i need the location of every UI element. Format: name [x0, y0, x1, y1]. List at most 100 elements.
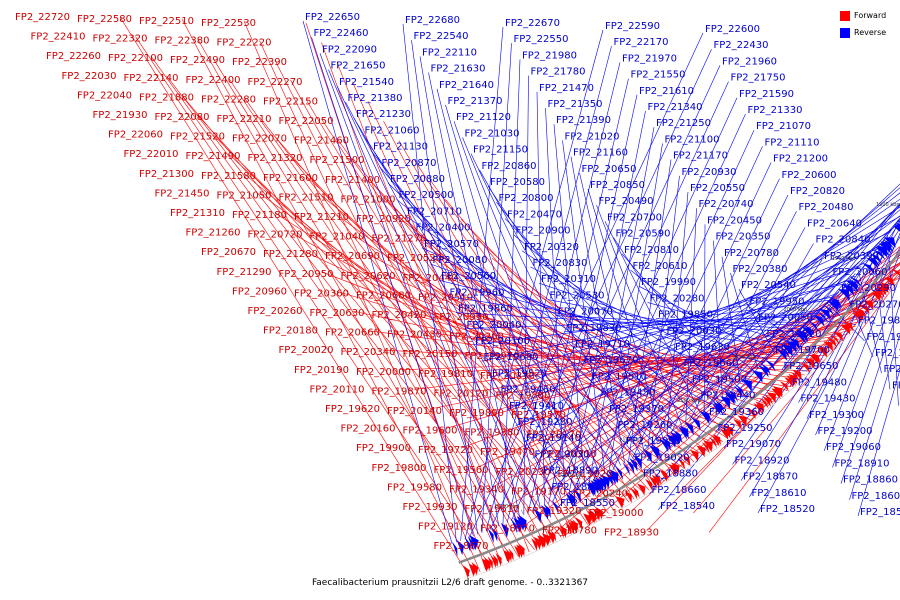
reverse-gene-label: FP2_21610 [639, 86, 694, 97]
reverse-gene-label: FP2_20080 [433, 255, 488, 266]
reverse-gene-arrow [897, 220, 900, 223]
reverse-gene-label: FP2_22680 [405, 15, 460, 26]
forward-leader-line [181, 18, 475, 575]
reverse-leader-line [447, 296, 782, 348]
forward-gene-label: FP2_21580 [201, 171, 256, 182]
forward-gene-arrow [708, 436, 718, 449]
reverse-gene-label: FP2_21130 [373, 142, 428, 153]
forward-gene-label: FP2_20330 [480, 371, 535, 382]
forward-gene-label: FP2_22580 [77, 14, 132, 25]
forward-gene-label: FP2_20950 [279, 269, 334, 280]
forward-gene-label: FP2_20420 [372, 310, 427, 321]
forward-gene-label: FP2_20990 [434, 312, 489, 323]
forward-leader-line [367, 177, 650, 491]
reverse-gene-label: FP2_19690 [875, 348, 900, 359]
reverse-gene-label: FP2_18860 [843, 475, 898, 486]
reverse-gene-label: FP2_19950 [750, 296, 805, 307]
forward-gene-arrow [487, 556, 493, 570]
forward-leader-line [445, 351, 814, 368]
reverse-gene-label: FP2_21960 [722, 56, 777, 67]
reverse-gene-label: FP2_21200 [773, 154, 828, 165]
reverse-leader-line [713, 240, 723, 397]
forward-gene-arrow [805, 358, 815, 369]
reverse-gene-arrow [894, 224, 900, 229]
reverse-leader-line [489, 266, 862, 378]
reverse-leader-line [336, 85, 537, 510]
reverse-gene-label: FP2_19060 [826, 442, 881, 453]
reverse-gene-label: FP2_20810 [624, 245, 679, 256]
reverse-gene-label: FP2_22650 [305, 12, 360, 23]
reverse-gene-label: FP2_19280 [518, 417, 573, 428]
reverse-leader-line [842, 286, 874, 358]
reverse-leader-line [464, 315, 815, 330]
reverse-gene-arrow [758, 365, 769, 378]
forward-gene-label: FP2_20720 [248, 230, 303, 241]
forward-gene-arrow [508, 547, 514, 561]
forward-gene-arrow [615, 496, 625, 509]
forward-leader-line [538, 246, 900, 547]
forward-gene-arrow [492, 554, 498, 568]
reverse-gene-label: FP2_20850 [590, 180, 645, 191]
forward-gene-label: FP2_20360 [294, 288, 349, 299]
forward-gene-label: FP2_20230 [496, 467, 551, 478]
reverse-gene-label: FP2_21370 [448, 96, 503, 107]
reverse-gene-label: FP2_19020 [635, 452, 690, 463]
forward-leader-line [197, 114, 578, 531]
reverse-gene-label: FP2_19630 [675, 342, 730, 353]
forward-leader-line [429, 332, 797, 384]
reverse-leader-line [445, 104, 562, 498]
forward-gene-arrow [484, 557, 492, 571]
reverse-gene-label: FP2_20050 [758, 313, 813, 324]
forward-gene-label: FP2_22150 [263, 96, 318, 107]
forward-gene-label: FP2_22260 [46, 51, 101, 62]
forward-gene-arrow [733, 418, 742, 431]
reverse-gene-arrow [573, 488, 582, 504]
forward-gene-label: FP2_22280 [201, 94, 256, 105]
forward-leader-line [522, 297, 770, 406]
reverse-gene-label: FP2_19990 [641, 277, 696, 288]
reverse-gene-arrow [487, 528, 494, 544]
forward-gene-label: FP2_19610 [465, 504, 520, 515]
forward-gene-label: FP2_20430 [387, 330, 442, 341]
forward-gene-label: FP2_22060 [108, 130, 163, 141]
reverse-gene-label: FP2_18600 [852, 491, 900, 502]
reverse-gene-label: FP2_18870 [743, 472, 798, 483]
forward-gene-arrow [874, 288, 885, 298]
forward-gene-label: FP2_18970 [480, 524, 535, 535]
forward-leader-line [305, 99, 567, 536]
kbp-label: 2150 kbp [619, 438, 643, 444]
reverse-leader-line [608, 143, 663, 473]
reverse-leader-line [479, 169, 641, 454]
reverse-leader-line [552, 97, 738, 502]
forward-leader-line [507, 299, 880, 431]
reverse-gene-label: FP2_19070 [726, 439, 781, 450]
forward-gene-label: FP2_20960 [232, 286, 287, 297]
reverse-gene-label: FP2_19860 [458, 304, 513, 315]
forward-gene-arrow [703, 440, 713, 453]
forward-gene-label: FP2_20210 [542, 449, 597, 460]
forward-gene-label: FP2_19340 [449, 484, 504, 495]
forward-gene-arrow [572, 518, 579, 532]
reverse-leader-line [651, 178, 780, 447]
forward-leader-line [135, 36, 492, 568]
kbp-tick [757, 360, 761, 364]
reverse-gene-label: FP2_19410 [509, 401, 564, 412]
reverse-gene-label: FP2_21630 [431, 64, 486, 75]
forward-gene-arrow [514, 545, 521, 559]
forward-gene-label: FP2_19560 [434, 465, 489, 476]
kbp-label: 2250 kbp [496, 504, 520, 510]
forward-gene-label: FP2_22040 [77, 90, 132, 101]
reverse-gene-arrow [622, 462, 631, 476]
reverse-gene-label: FP2_18890 [543, 466, 598, 477]
forward-gene-arrow [773, 386, 783, 398]
reverse-leader-line [815, 232, 900, 436]
reverse-leader-line [549, 187, 900, 492]
reverse-gene-arrow [565, 493, 573, 508]
forward-gene-label: FP2_20630 [310, 308, 365, 319]
forward-gene-arrow [637, 483, 646, 496]
forward-gene-arrow [747, 408, 756, 420]
reverse-gene-label: FP2_21380 [348, 93, 403, 104]
reverse-gene-label: FP2_19030 [535, 449, 590, 460]
reverse-gene-label: FP2_22670 [505, 18, 560, 29]
forward-gene-arrow [788, 373, 798, 385]
